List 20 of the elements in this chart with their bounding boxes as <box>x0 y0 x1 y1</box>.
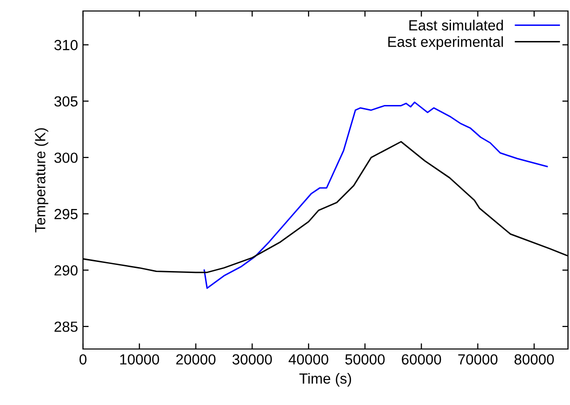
line-series <box>204 102 548 289</box>
x-tick-label: 50000 <box>345 354 385 365</box>
y-axis-title: Temperature (K) <box>34 128 48 232</box>
x-tick-label: 80000 <box>514 354 554 365</box>
y-tick-label: 285 <box>54 322 78 332</box>
y-tick-label: 310 <box>54 40 78 50</box>
x-tick-label: 60000 <box>402 354 442 365</box>
legend-label: East experimental <box>388 36 503 50</box>
x-tick-label: 40000 <box>288 354 328 365</box>
x-tick-label: 10000 <box>120 354 160 365</box>
x-tick-label: 70000 <box>458 354 498 365</box>
x-tick-label: 20000 <box>176 354 216 365</box>
y-tick-label: 295 <box>54 208 78 220</box>
x-tick-label: 30000 <box>232 354 272 365</box>
y-tick-label: 290 <box>54 265 78 276</box>
x-tick-label: 0 <box>80 354 86 365</box>
y-tick-label: 305 <box>54 96 78 107</box>
y-tick-label: 300 <box>54 152 78 163</box>
legend-label: East simulated <box>409 20 503 30</box>
x-axis-title: Time (s) <box>299 373 352 387</box>
